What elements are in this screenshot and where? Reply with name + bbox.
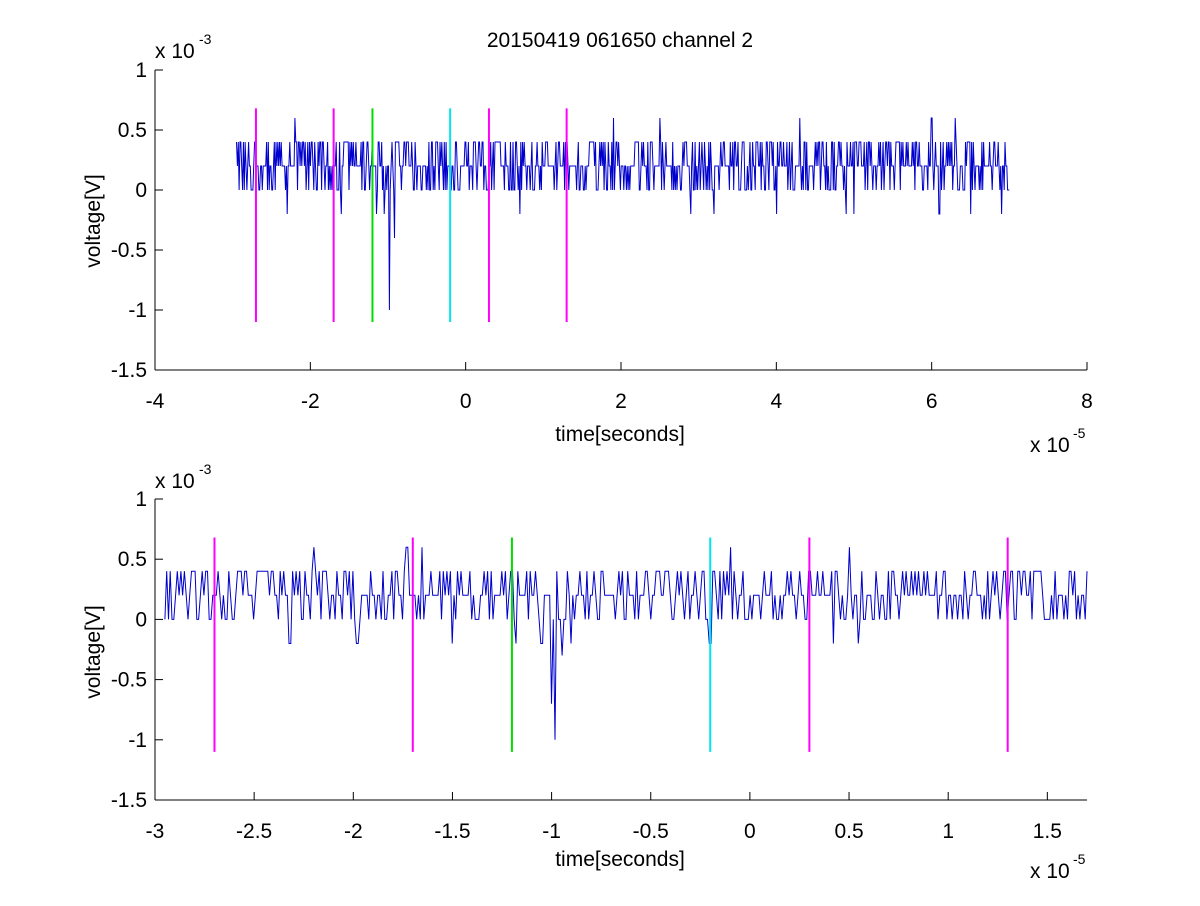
figure-title: 20150419 061650 channel 2	[487, 29, 753, 52]
bottom-plot-area: 1 0.5 0 -0.5 -1 -1.5 -3 -2.5 -2 -1.5 -1 -0.5 0 0.5 1 1.…	[111, 488, 1088, 843]
bottom-y-tick-label: 1	[135, 488, 147, 511]
bottom-y-exponent-power: -3	[199, 461, 212, 477]
bottom-y-exponent-base: x 10	[155, 470, 195, 493]
bottom-x-tick-label: -1.5	[434, 820, 470, 843]
bottom-x-tick-label: -0.5	[633, 820, 669, 843]
bottom-x-tick-label: 1.5	[1033, 820, 1062, 843]
top-y-exponent-power: -3	[199, 31, 212, 47]
top-y-axis-label: voltage[V]	[82, 174, 105, 267]
bottom-x-tick-label: 0.5	[834, 820, 863, 843]
top-signal-series	[236, 117, 1010, 311]
bottom-x-tick-label: 0	[744, 820, 756, 843]
bottom-y-axis-label: voltage[V]	[82, 605, 105, 698]
top-x-tick-label: -2	[301, 390, 320, 413]
bottom-x-exponent-base: x 10	[1030, 860, 1070, 883]
top-y-exponent-base: x 10	[155, 40, 195, 63]
bottom-x-tick-label: -2	[344, 820, 363, 843]
bottom-x-axis-label: time[seconds]	[555, 848, 685, 871]
top-x-exponent-power: -5	[1073, 425, 1086, 441]
top-plot-area: 1 0.5 0 -0.5 -1 -1.5 -4 -2 0 2 4 6 8	[111, 59, 1093, 413]
top-y-tick-label: 0	[135, 179, 147, 202]
bottom-x-tick-label: -2.5	[236, 820, 272, 843]
subplot-bottom: x 10 -3 voltage[V] time[seconds] x 10 -5…	[82, 461, 1088, 883]
subplot-top: x 10 -3 voltage[V] time[seconds] x 10 -5…	[82, 31, 1093, 457]
bottom-x-tick-label: -3	[146, 820, 165, 843]
bottom-signal-series	[164, 546, 1088, 740]
top-x-axis-label: time[seconds]	[555, 423, 685, 446]
bottom-y-tick-label: 0.5	[118, 548, 147, 571]
bottom-y-tick-label: -1	[128, 729, 147, 752]
top-y-tick-label: 0.5	[118, 119, 147, 142]
top-y-tick-label: 1	[135, 59, 147, 82]
top-x-exponent-base: x 10	[1030, 434, 1070, 457]
bottom-x-tick-label: 1	[942, 820, 954, 843]
bottom-x-tick-label: -1	[542, 820, 561, 843]
top-x-tick-label: 0	[460, 390, 472, 413]
top-x-tick-label: 6	[926, 390, 938, 413]
top-y-tick-label: -1	[128, 299, 147, 322]
bottom-y-tick-label: -0.5	[111, 669, 147, 692]
bottom-y-tick-label: 0	[135, 608, 147, 631]
top-x-tick-label: 8	[1081, 390, 1093, 413]
top-x-tick-label: -4	[146, 390, 165, 413]
top-x-tick-label: 2	[615, 390, 627, 413]
top-x-tick-label: 4	[770, 390, 782, 413]
bottom-x-exponent-power: -5	[1073, 851, 1086, 867]
top-y-tick-label: -1.5	[111, 359, 147, 382]
bottom-y-tick-label: -1.5	[111, 789, 147, 812]
top-y-tick-label: -0.5	[111, 239, 147, 262]
